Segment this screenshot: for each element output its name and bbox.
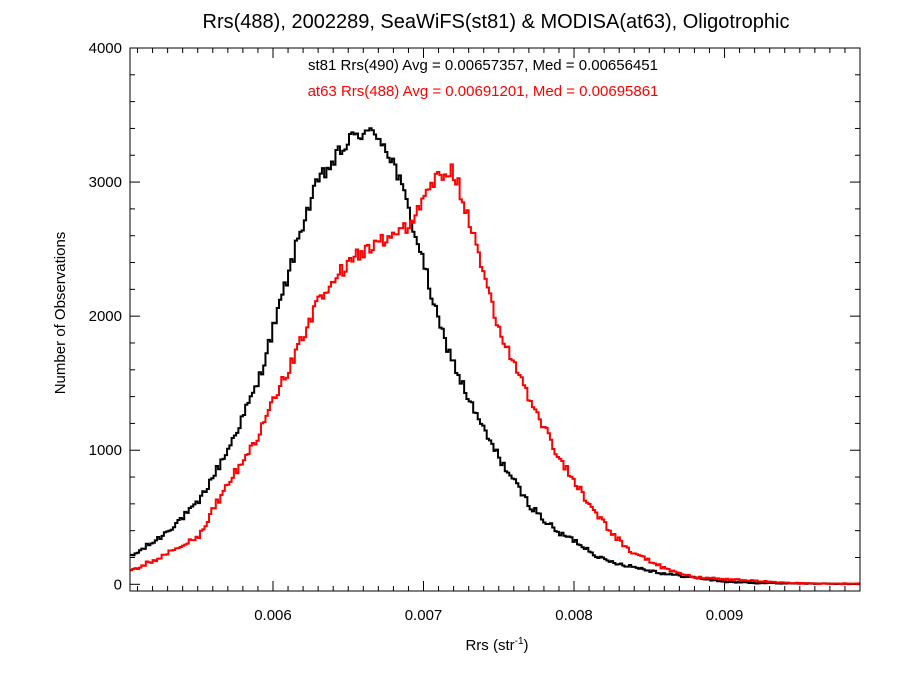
y-tick-label: 0	[114, 576, 122, 593]
y-tick-label: 4000	[89, 40, 122, 57]
annotation-st81: st81 Rrs(490) Avg = 0.00657357, Med = 0.…	[308, 57, 658, 74]
y-tick-label: 1000	[89, 442, 122, 459]
axis-ticks: 0.006 0.007 0.008 0.009 0 1000 2000 3000 4000	[89, 40, 861, 624]
chart-title: Rrs(488), 2002289, SeaWiFS(st81) & MODIS…	[203, 11, 790, 33]
y-axis-label: Number of Observations	[52, 232, 69, 395]
x-tick-label: 0.006	[254, 607, 292, 624]
plot-frame	[129, 47, 861, 592]
annotation-at63: at63 Rrs(488) Avg = 0.00691201, Med = 0.…	[308, 83, 659, 100]
x-tick-label: 0.009	[706, 607, 744, 624]
series-lines	[130, 127, 861, 586]
x-tick-label: 0.008	[555, 607, 593, 624]
series-at63-line	[130, 163, 861, 585]
y-tick-label: 2000	[89, 308, 122, 325]
y-tick-label: 3000	[89, 174, 122, 191]
x-tick-label: 0.007	[405, 607, 443, 624]
series-st81-line	[130, 127, 861, 586]
x-axis-label: Rrs (str-1)	[465, 636, 528, 654]
